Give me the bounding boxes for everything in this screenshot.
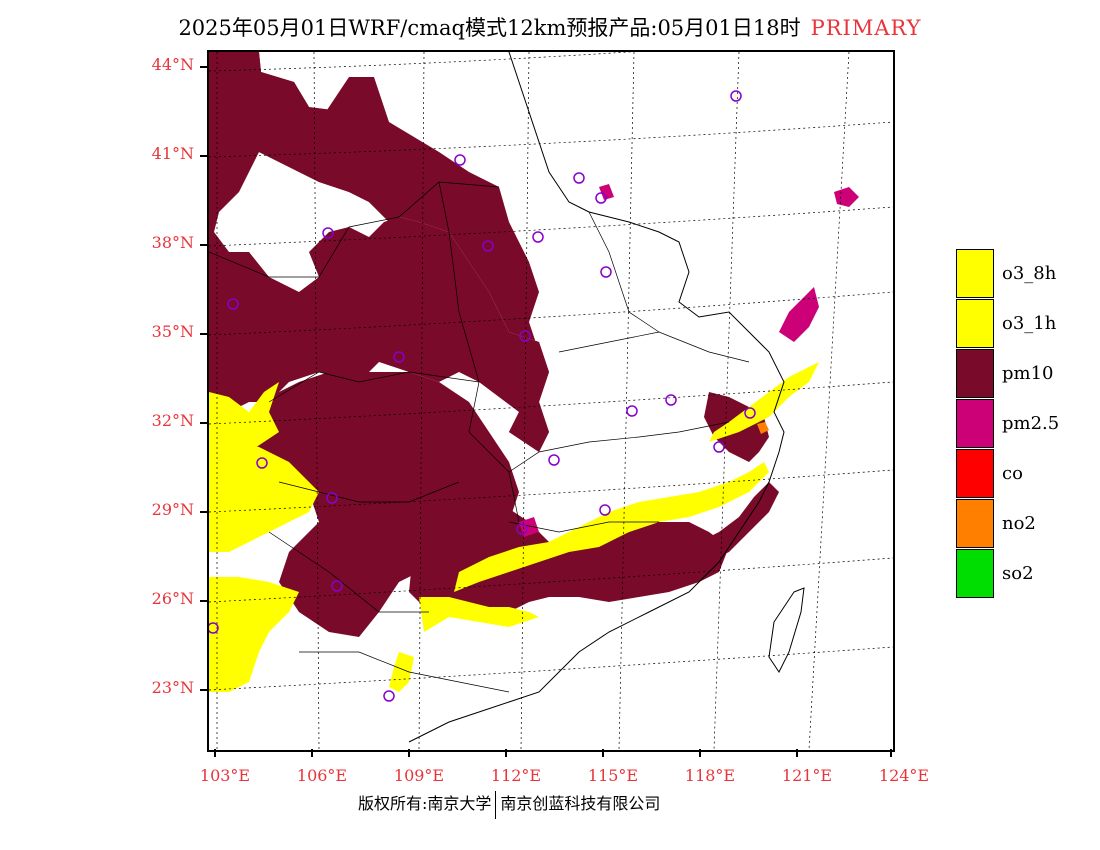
copyright-footer: 版权所有:南京大学 南京创蓝科技有限公司 bbox=[358, 790, 660, 819]
station-marker bbox=[454, 154, 466, 166]
pm25-patch-shandong bbox=[779, 287, 819, 342]
legend-swatch bbox=[956, 499, 994, 548]
station-marker bbox=[322, 227, 334, 239]
pm25-patch-fujian bbox=[519, 517, 539, 537]
lat-label-41: 41°N bbox=[151, 144, 194, 163]
legend-label: pm10 bbox=[1002, 363, 1054, 384]
coastline bbox=[408, 52, 785, 743]
lat-tick bbox=[200, 333, 208, 335]
legend-label: no2 bbox=[1002, 513, 1036, 534]
legend-swatch bbox=[956, 399, 994, 448]
lon-tick bbox=[214, 749, 216, 757]
lat-tick bbox=[200, 511, 208, 513]
graticule bbox=[209, 52, 893, 750]
legend-label: o3_8h bbox=[1002, 263, 1057, 284]
station-marker bbox=[532, 231, 544, 243]
station-marker bbox=[209, 622, 219, 634]
o3-region-yunnan-south bbox=[209, 577, 299, 692]
pm10-region-north-2 bbox=[209, 52, 409, 222]
lon-label-118: 118°E bbox=[684, 766, 736, 785]
station-marker bbox=[665, 394, 677, 406]
o3-band-central bbox=[454, 462, 769, 592]
title-text: 2025年05月01日WRF/cmaq模式12km预报产品:05月01日18时 bbox=[178, 16, 801, 40]
legend-swatch bbox=[956, 299, 994, 348]
pm25-patch-hebei bbox=[599, 184, 614, 200]
copyright-left: 版权所有:南京大学 bbox=[358, 794, 492, 813]
lon-label-109: 109°E bbox=[393, 766, 445, 785]
pm10-region-sichuan bbox=[229, 372, 519, 637]
station-marker bbox=[383, 690, 395, 702]
lat-label-23: 23°N bbox=[151, 678, 194, 697]
legend-label: o3_1h bbox=[1002, 313, 1057, 334]
province-boundaries bbox=[209, 181, 750, 693]
lat-tick bbox=[200, 422, 208, 424]
o3-patch-south bbox=[419, 597, 539, 632]
station-marker bbox=[626, 405, 638, 417]
legend-label: pm2.5 bbox=[1002, 413, 1060, 434]
legend-swatch bbox=[956, 349, 994, 398]
lat-tick bbox=[200, 600, 208, 602]
lon-label-103: 103°E bbox=[199, 766, 251, 785]
legend-label: co bbox=[1002, 463, 1023, 484]
lat-tick bbox=[200, 689, 208, 691]
pm10-band-fujian bbox=[649, 482, 779, 577]
o3-band-coast bbox=[709, 362, 819, 442]
legend-label: so2 bbox=[1002, 563, 1034, 584]
lat-label-44: 44°N bbox=[151, 55, 194, 74]
lon-label-106: 106°E bbox=[296, 766, 348, 785]
lat-label-26: 26°N bbox=[151, 589, 194, 608]
station-marker bbox=[600, 266, 612, 278]
legend-swatch bbox=[956, 449, 994, 498]
o3-region-west bbox=[209, 382, 279, 472]
station-marker bbox=[519, 330, 531, 342]
copyright-right: 南京创蓝科技有限公司 bbox=[500, 794, 661, 813]
station-marker bbox=[393, 351, 405, 363]
lat-tick bbox=[200, 66, 208, 68]
lon-tick bbox=[408, 749, 410, 757]
lon-label-121: 121°E bbox=[781, 766, 833, 785]
map-title: 2025年05月01日WRF/cmaq模式12km预报产品:05月01日18时 P… bbox=[0, 12, 1100, 42]
station-marker bbox=[227, 298, 239, 310]
station-marker bbox=[326, 492, 338, 504]
lon-label-112: 112°E bbox=[490, 766, 542, 785]
legend-swatch bbox=[956, 549, 994, 598]
primary-tag: PRIMARY bbox=[810, 16, 922, 40]
lon-tick bbox=[602, 749, 604, 757]
footer-separator bbox=[495, 790, 497, 819]
lon-label-124: 124°E bbox=[878, 766, 930, 785]
lat-label-32: 32°N bbox=[151, 411, 194, 430]
o3-patch-guangxi bbox=[389, 652, 414, 692]
lat-label-38: 38°N bbox=[151, 233, 194, 252]
o3-region-yunnan bbox=[209, 442, 319, 552]
no2-patch-shanghai bbox=[757, 422, 769, 434]
station-markers bbox=[209, 90, 756, 702]
lon-tick bbox=[796, 749, 798, 757]
map-canvas bbox=[209, 52, 893, 750]
lon-tick bbox=[890, 749, 892, 757]
station-marker bbox=[331, 580, 343, 592]
station-marker bbox=[482, 240, 494, 252]
station-marker bbox=[713, 441, 725, 453]
lon-tick bbox=[699, 749, 701, 757]
legend-swatch bbox=[956, 249, 994, 298]
pollution-map bbox=[207, 50, 895, 752]
station-marker bbox=[256, 457, 268, 469]
lat-label-29: 29°N bbox=[151, 500, 194, 519]
lat-tick bbox=[200, 155, 208, 157]
station-marker bbox=[730, 90, 742, 102]
station-marker bbox=[595, 192, 607, 204]
pm25-patch-liaoning bbox=[834, 187, 859, 207]
station-marker bbox=[573, 172, 585, 184]
station-marker bbox=[599, 504, 611, 516]
station-marker bbox=[516, 523, 528, 535]
lon-tick bbox=[505, 749, 507, 757]
station-marker bbox=[744, 407, 756, 419]
station-marker bbox=[548, 454, 560, 466]
lat-tick bbox=[200, 244, 208, 246]
lat-label-35: 35°N bbox=[151, 322, 194, 341]
lon-label-115: 115°E bbox=[587, 766, 639, 785]
lon-tick bbox=[311, 749, 313, 757]
taiwan-island bbox=[768, 587, 805, 673]
pm10-region-west bbox=[209, 117, 549, 452]
